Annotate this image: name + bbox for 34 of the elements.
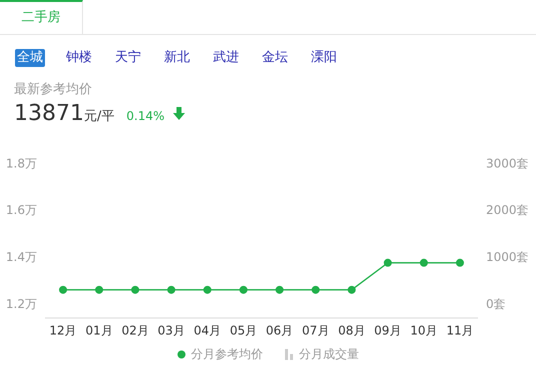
x-tick-label: 11月	[446, 324, 474, 338]
text: 天宁	[114, 49, 142, 67]
x-tick-label: 10月	[410, 324, 438, 338]
x-tick-label: 05月	[230, 324, 258, 338]
text: 新北	[163, 49, 191, 67]
text: 最新参考均价	[14, 81, 92, 98]
x-tick-label: 06月	[266, 324, 294, 338]
x-tick-label: 04月	[194, 324, 222, 338]
x-tick-label: 01月	[85, 324, 113, 338]
x-tick-label: 12月	[49, 324, 77, 338]
y2-tick-label: 0套	[486, 297, 506, 312]
text: 13871	[14, 101, 84, 126]
x-tick-label: 02月	[122, 324, 149, 338]
y2-tick-label: 3000套	[486, 156, 529, 170]
legend-label: 分月成交量	[298, 346, 359, 363]
x-tick-label: 07月	[302, 324, 330, 338]
text: 全城	[15, 49, 45, 67]
y2-tick-label: 1000套	[486, 250, 529, 264]
y-tick-label: 1.4万	[6, 250, 37, 264]
legend-label: 分月参考均价	[190, 346, 263, 363]
y2-tick-label: 2000套	[486, 203, 529, 218]
text: 钟楼	[65, 49, 93, 67]
text: 武进	[212, 49, 240, 67]
x-tick-label: 03月	[158, 324, 185, 338]
y-tick-label: 1.6万	[6, 203, 37, 218]
text: 二手房	[0, 0, 83, 34]
text: 0.14%	[126, 109, 165, 123]
text: 金坛	[261, 49, 289, 67]
x-tick-label: 08月	[338, 324, 366, 338]
y-tick-label: 1.8万	[6, 156, 37, 170]
y-tick-label: 1.2万	[6, 297, 37, 312]
text: 溧阳	[310, 49, 338, 67]
text: 元/平	[84, 109, 114, 124]
x-tick-label: 09月	[374, 324, 402, 338]
